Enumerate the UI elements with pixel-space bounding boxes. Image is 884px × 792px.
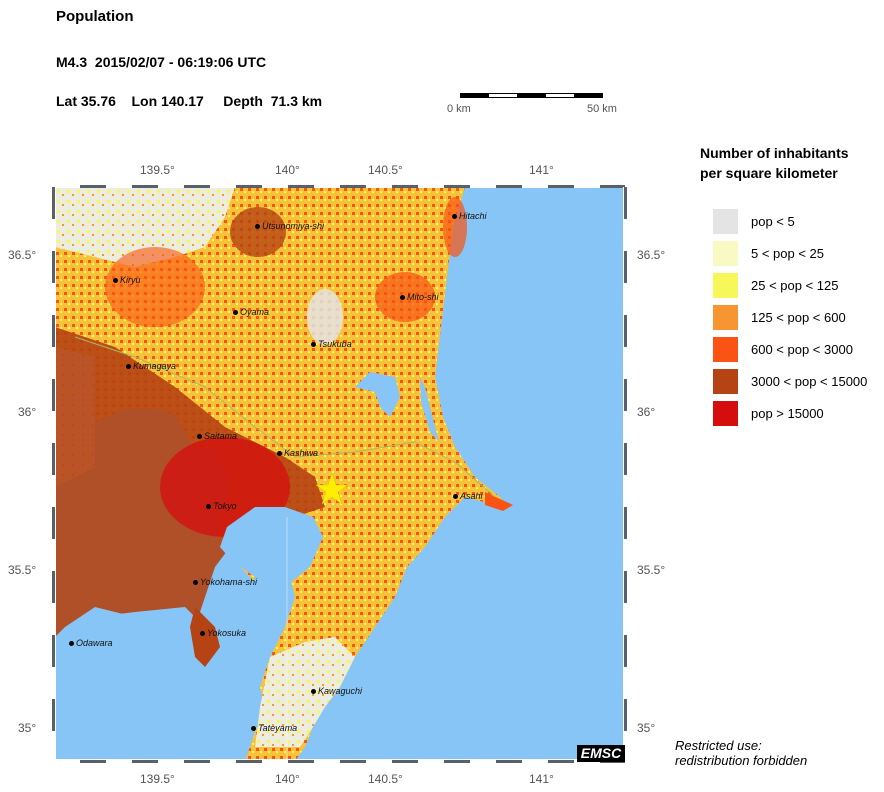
city-kiryu: Kiryu [113, 275, 141, 285]
event-info: M4.3 2015/02/07 - 06:19:06 UTC [56, 54, 267, 70]
scale-start-label: 0 km [447, 103, 471, 115]
y-tick-right-35: 35° [637, 721, 656, 735]
city-kumagaya: Kumagaya [126, 361, 176, 371]
city-tsukuba: Tsukuba [311, 339, 352, 349]
city-tateyama: Tateyama [251, 723, 297, 733]
legend-item: pop < 5 [713, 209, 795, 234]
city-saitama: Saitama [197, 431, 237, 441]
y-tick-left-36-5: 36.5° [8, 248, 37, 262]
city-oyama: Oyama [233, 307, 269, 317]
x-tick-bottom-140: 140° [275, 772, 300, 786]
scale-end-label: 50 km [587, 103, 617, 115]
city-kashiwa: Kashiwa [277, 448, 318, 458]
usage-notice: Restricted use: redistribution forbidden [675, 738, 808, 768]
x-tick-bottom-139-5: 139.5° [140, 772, 175, 786]
legend-item: 5 < pop < 25 [713, 241, 824, 266]
swatch-pop-lt-5 [713, 209, 738, 234]
city-kawaguchi: Kawaguchi [311, 686, 362, 696]
y-tick-right-36: 36° [637, 405, 656, 419]
city-yokohama: Yokohama-shi [193, 577, 257, 587]
legend-item: 25 < pop < 125 [713, 273, 838, 298]
swatch-3000-15000 [713, 369, 738, 394]
population-map[interactable] [54, 187, 625, 761]
emsc-logo: EMSC [577, 745, 625, 762]
x-tick-top-140: 140° [275, 163, 300, 177]
y-tick-left-35-5: 35.5° [8, 563, 37, 577]
event-location: Lat 35.76 Lon 140.17 Depth 71.3 km [56, 93, 323, 109]
city-yokosuka: Yokosuka [200, 628, 246, 638]
x-tick-top-139-5: 139.5° [140, 163, 175, 177]
legend-title-2: per square kilometer [700, 165, 838, 181]
swatch-600-3000 [713, 337, 738, 362]
legend-item: pop > 15000 [713, 401, 824, 426]
city-mito: Mito-shi [400, 292, 439, 302]
frame-left [52, 187, 56, 761]
x-tick-top-140-5: 140.5° [368, 163, 403, 177]
x-tick-bottom-141: 141° [529, 772, 554, 786]
scale-bar: 0 km 50 km [447, 93, 630, 123]
x-tick-top-141: 141° [529, 163, 554, 177]
swatch-gt-15000 [713, 401, 738, 426]
legend-item: 3000 < pop < 15000 [713, 369, 867, 394]
city-odawara: Odawara [69, 638, 113, 648]
y-tick-right-36-5: 36.5° [637, 248, 666, 262]
legend: Number of inhabitants per square kilomet… [700, 143, 884, 426]
city-tokyo: Tokyo [206, 501, 237, 511]
legend-item: 125 < pop < 600 [713, 305, 846, 330]
city-utsunomiya: Utsunomiya-shi [255, 221, 324, 231]
y-tick-left-35: 35° [18, 721, 37, 735]
frame-bottom [54, 759, 625, 763]
y-tick-right-35-5: 35.5° [637, 563, 666, 577]
x-tick-bottom-140-5: 140.5° [368, 772, 403, 786]
y-tick-left-36: 36° [18, 405, 37, 419]
city-hitachi: Hitachi [452, 211, 487, 221]
frame-top [54, 184, 625, 188]
legend-title-1: Number of inhabitants [700, 145, 849, 161]
city-asahi: Asahi [453, 491, 483, 501]
map-title: Population [56, 8, 134, 25]
swatch-25-125 [713, 273, 738, 298]
frame-right [623, 187, 627, 761]
swatch-125-600 [713, 305, 738, 330]
legend-item: 600 < pop < 3000 [713, 337, 853, 362]
swatch-5-25 [713, 241, 738, 266]
epicenter-star-icon [315, 472, 349, 505]
